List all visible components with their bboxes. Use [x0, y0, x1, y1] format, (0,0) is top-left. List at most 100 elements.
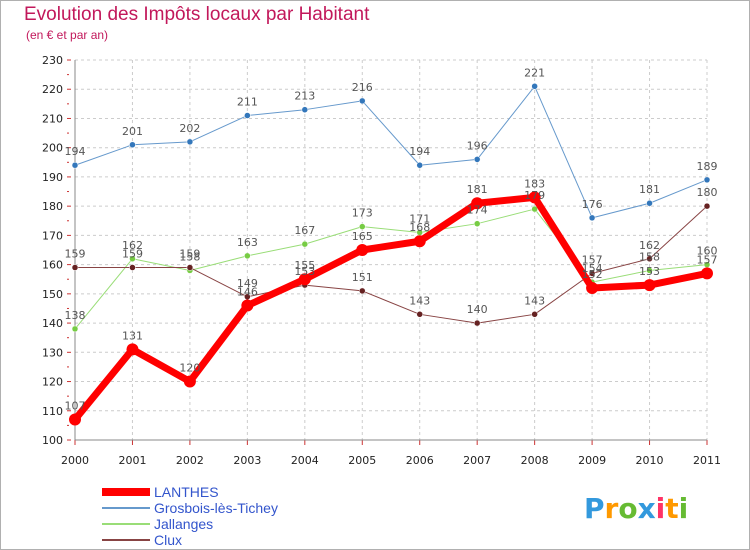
- series-clux: [71, 202, 711, 327]
- logo-letter: i: [679, 492, 689, 525]
- data-point: [183, 375, 196, 388]
- data-point: [298, 273, 311, 286]
- series-line: [74, 85, 708, 219]
- y-tick-label: 120: [42, 376, 63, 389]
- x-tick-label: 2001: [118, 454, 146, 467]
- data-label: 158: [179, 250, 200, 263]
- data-label: 173: [352, 207, 373, 220]
- y-tick-label: 150: [42, 288, 63, 301]
- data-label: 167: [294, 224, 315, 237]
- data-label: 149: [237, 277, 258, 290]
- data-point: [588, 214, 596, 222]
- legend-label: Clux: [154, 532, 182, 548]
- data-point: [186, 138, 194, 146]
- data-point: [129, 264, 136, 271]
- data-label: 201: [122, 125, 143, 138]
- data-point: [186, 264, 194, 271]
- legend-label: Jallanges: [154, 516, 213, 532]
- x-tick-label: 2010: [636, 454, 664, 467]
- series-grosbois-l-s-tichey: [71, 83, 711, 222]
- data-point: [471, 197, 484, 210]
- x-tick-label: 2002: [176, 454, 204, 467]
- data-label: 138: [65, 309, 86, 322]
- data-point: [473, 220, 481, 227]
- y-tick-label: 190: [42, 171, 63, 184]
- legend-item: LANTHES: [102, 484, 219, 500]
- data-label: 213: [294, 90, 315, 103]
- y-tick-label: 210: [42, 112, 63, 125]
- proxiti-logo: Proxiti: [584, 492, 688, 525]
- data-label: 176: [582, 198, 603, 211]
- x-tick-label: 2007: [463, 454, 491, 467]
- y-tick-label: 160: [42, 259, 63, 272]
- y-tick-label: 180: [42, 200, 63, 213]
- y-tick-label: 100: [42, 434, 63, 447]
- chart-subtitle: (en € et par an): [26, 28, 109, 42]
- data-label: 159: [122, 248, 143, 261]
- data-point: [703, 176, 711, 184]
- series-jallanges: [71, 205, 711, 333]
- data-label: 202: [179, 122, 200, 135]
- x-tick-label: 2009: [578, 454, 606, 467]
- y-tick-label: 230: [42, 54, 63, 67]
- x-tick-label: 2008: [521, 454, 549, 467]
- legend-item: Jallanges: [102, 516, 213, 532]
- data-point: [359, 97, 366, 105]
- data-point: [646, 199, 653, 207]
- data-label: 162: [639, 239, 660, 252]
- data-label: 194: [65, 145, 86, 158]
- data-label: 155: [294, 259, 315, 272]
- data-label: 151: [352, 271, 373, 284]
- data-point: [528, 191, 541, 204]
- y-tick-label: 170: [42, 229, 63, 242]
- legend-item: Grosbois-lès-Tichey: [102, 500, 278, 516]
- data-point: [646, 255, 653, 263]
- data-label: 140: [467, 303, 488, 316]
- data-label: 143: [409, 294, 430, 307]
- data-point: [71, 264, 79, 271]
- data-point: [531, 311, 538, 318]
- x-tick-label: 2005: [348, 454, 376, 467]
- data-point: [71, 325, 79, 333]
- data-point: [473, 156, 481, 163]
- data-label: 168: [409, 221, 430, 234]
- data-label: 162: [122, 239, 143, 252]
- data-point: [531, 205, 538, 213]
- logo-letter: t: [665, 492, 678, 525]
- data-label: 183: [524, 177, 545, 190]
- data-point: [473, 319, 481, 327]
- data-label: 120: [179, 362, 200, 375]
- data-label: 158: [639, 250, 660, 263]
- series-line: [74, 205, 708, 324]
- series-lanthes: [69, 191, 713, 426]
- data-label: 153: [639, 265, 660, 278]
- y-tick-label: 220: [42, 83, 63, 96]
- data-label: 194: [409, 145, 430, 158]
- data-label: 211: [237, 96, 258, 109]
- x-tick-label: 2004: [291, 454, 319, 467]
- data-label: 153: [294, 265, 315, 278]
- plot-area: [75, 60, 707, 440]
- y-tick-label: 200: [42, 142, 63, 155]
- data-label: 163: [237, 236, 258, 249]
- y-tick-label: 130: [42, 346, 63, 359]
- data-label: 181: [639, 183, 660, 196]
- data-label: 179: [524, 189, 545, 202]
- data-point: [586, 282, 599, 294]
- data-point: [359, 287, 366, 295]
- data-label: 159: [65, 248, 86, 261]
- data-point: [701, 267, 713, 280]
- data-label: 165: [352, 230, 373, 243]
- data-label: 152: [582, 268, 603, 281]
- data-point: [588, 270, 596, 277]
- data-point: [129, 141, 136, 149]
- data-point: [643, 279, 656, 292]
- data-label: 196: [467, 139, 488, 152]
- data-point: [301, 240, 309, 248]
- logo-letter: x: [638, 492, 656, 525]
- y-tick-label: 110: [42, 405, 63, 418]
- data-label: 216: [352, 81, 373, 94]
- data-label: 154: [582, 262, 603, 275]
- data-point: [126, 343, 139, 356]
